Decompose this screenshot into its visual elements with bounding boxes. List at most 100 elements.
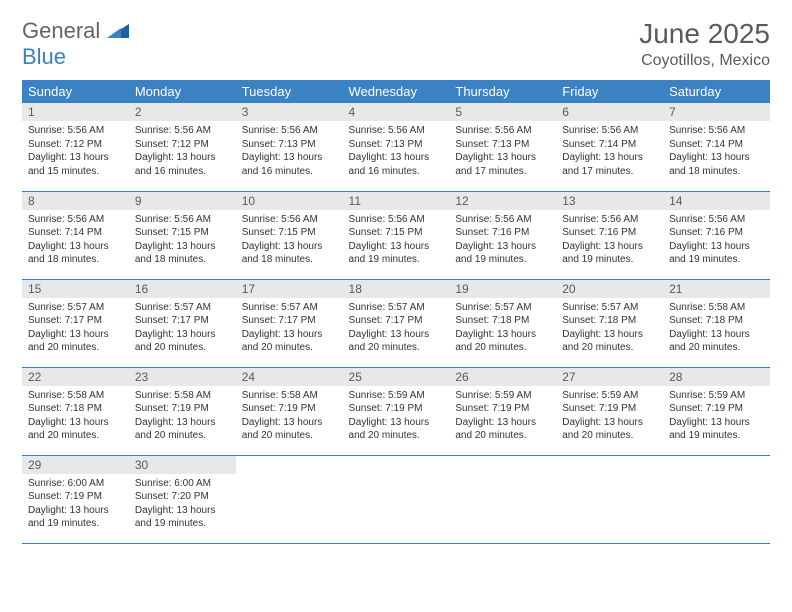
daylight-line2: and 20 minutes. (562, 429, 657, 443)
sunrise-text: Sunrise: 5:57 AM (242, 301, 337, 315)
calendar-week-row: 1Sunrise: 5:56 AMSunset: 7:12 PMDaylight… (22, 103, 770, 191)
sunset-text: Sunset: 7:17 PM (349, 314, 444, 328)
day-number: 27 (556, 368, 663, 386)
day-number: 15 (22, 280, 129, 298)
day-number: 11 (343, 192, 450, 210)
sunset-text: Sunset: 7:14 PM (669, 138, 764, 152)
daylight-line1: Daylight: 13 hours (242, 328, 337, 342)
daylight-line2: and 20 minutes. (135, 341, 230, 355)
calendar-day-cell: 20Sunrise: 5:57 AMSunset: 7:18 PMDayligh… (556, 279, 663, 367)
sunset-text: Sunset: 7:20 PM (135, 490, 230, 504)
day-body: Sunrise: 5:56 AMSunset: 7:15 PMDaylight:… (343, 210, 450, 271)
day-body: Sunrise: 5:59 AMSunset: 7:19 PMDaylight:… (663, 386, 770, 447)
day-body: Sunrise: 5:57 AMSunset: 7:18 PMDaylight:… (556, 298, 663, 359)
weekday-header: Wednesday (343, 80, 450, 103)
logo-text-block: General Blue (22, 18, 129, 70)
sunrise-text: Sunrise: 5:56 AM (349, 213, 444, 227)
calendar-week-row: 29Sunrise: 6:00 AMSunset: 7:19 PMDayligh… (22, 455, 770, 543)
day-number: 22 (22, 368, 129, 386)
day-number: 7 (663, 103, 770, 121)
daylight-line2: and 20 minutes. (242, 341, 337, 355)
calendar-body: 1Sunrise: 5:56 AMSunset: 7:12 PMDaylight… (22, 103, 770, 543)
day-body: Sunrise: 5:56 AMSunset: 7:14 PMDaylight:… (22, 210, 129, 271)
daylight-line1: Daylight: 13 hours (455, 151, 550, 165)
day-number: 1 (22, 103, 129, 121)
sunrise-text: Sunrise: 5:56 AM (562, 124, 657, 138)
sunrise-text: Sunrise: 5:56 AM (455, 213, 550, 227)
sunset-text: Sunset: 7:17 PM (135, 314, 230, 328)
day-number: 19 (449, 280, 556, 298)
sunrise-text: Sunrise: 5:56 AM (562, 213, 657, 227)
sunrise-text: Sunrise: 5:57 AM (28, 301, 123, 315)
sunset-text: Sunset: 7:19 PM (349, 402, 444, 416)
calendar-day-cell (663, 455, 770, 543)
weekday-header: Friday (556, 80, 663, 103)
daylight-line1: Daylight: 13 hours (669, 416, 764, 430)
day-number: 13 (556, 192, 663, 210)
day-body: Sunrise: 5:56 AMSunset: 7:15 PMDaylight:… (236, 210, 343, 271)
day-body: Sunrise: 5:59 AMSunset: 7:19 PMDaylight:… (343, 386, 450, 447)
calendar-day-cell (343, 455, 450, 543)
sunset-text: Sunset: 7:17 PM (242, 314, 337, 328)
sunset-text: Sunset: 7:19 PM (28, 490, 123, 504)
daylight-line1: Daylight: 13 hours (135, 328, 230, 342)
sunset-text: Sunset: 7:15 PM (135, 226, 230, 240)
sunrise-text: Sunrise: 5:56 AM (669, 213, 764, 227)
sunrise-text: Sunrise: 5:56 AM (242, 124, 337, 138)
sunrise-text: Sunrise: 5:58 AM (28, 389, 123, 403)
sunset-text: Sunset: 7:13 PM (242, 138, 337, 152)
calendar-day-cell: 15Sunrise: 5:57 AMSunset: 7:17 PMDayligh… (22, 279, 129, 367)
sunset-text: Sunset: 7:18 PM (28, 402, 123, 416)
daylight-line2: and 15 minutes. (28, 165, 123, 179)
sunset-text: Sunset: 7:16 PM (455, 226, 550, 240)
day-number: 26 (449, 368, 556, 386)
calendar-day-cell: 13Sunrise: 5:56 AMSunset: 7:16 PMDayligh… (556, 191, 663, 279)
calendar-day-cell: 3Sunrise: 5:56 AMSunset: 7:13 PMDaylight… (236, 103, 343, 191)
weekday-header: Tuesday (236, 80, 343, 103)
day-body: Sunrise: 5:59 AMSunset: 7:19 PMDaylight:… (449, 386, 556, 447)
daylight-line1: Daylight: 13 hours (562, 328, 657, 342)
day-number: 28 (663, 368, 770, 386)
sunset-text: Sunset: 7:16 PM (669, 226, 764, 240)
calendar-week-row: 8Sunrise: 5:56 AMSunset: 7:14 PMDaylight… (22, 191, 770, 279)
daylight-line1: Daylight: 13 hours (135, 240, 230, 254)
calendar-day-cell: 7Sunrise: 5:56 AMSunset: 7:14 PMDaylight… (663, 103, 770, 191)
calendar-day-cell: 22Sunrise: 5:58 AMSunset: 7:18 PMDayligh… (22, 367, 129, 455)
day-number: 24 (236, 368, 343, 386)
sunset-text: Sunset: 7:14 PM (562, 138, 657, 152)
sunset-text: Sunset: 7:19 PM (455, 402, 550, 416)
sunrise-text: Sunrise: 5:58 AM (242, 389, 337, 403)
daylight-line2: and 20 minutes. (349, 341, 444, 355)
calendar-day-cell: 14Sunrise: 5:56 AMSunset: 7:16 PMDayligh… (663, 191, 770, 279)
day-body: Sunrise: 5:58 AMSunset: 7:19 PMDaylight:… (129, 386, 236, 447)
daylight-line2: and 18 minutes. (28, 253, 123, 267)
calendar-day-cell: 18Sunrise: 5:57 AMSunset: 7:17 PMDayligh… (343, 279, 450, 367)
daylight-line2: and 16 minutes. (135, 165, 230, 179)
day-number: 5 (449, 103, 556, 121)
day-number: 29 (22, 456, 129, 474)
day-body: Sunrise: 5:58 AMSunset: 7:19 PMDaylight:… (236, 386, 343, 447)
sunrise-text: Sunrise: 5:56 AM (349, 124, 444, 138)
calendar-day-cell: 23Sunrise: 5:58 AMSunset: 7:19 PMDayligh… (129, 367, 236, 455)
sunrise-text: Sunrise: 5:56 AM (135, 124, 230, 138)
day-body: Sunrise: 5:56 AMSunset: 7:13 PMDaylight:… (236, 121, 343, 182)
sunset-text: Sunset: 7:14 PM (28, 226, 123, 240)
title-block: June 2025 Coyotillos, Mexico (639, 18, 770, 70)
daylight-line2: and 18 minutes. (242, 253, 337, 267)
daylight-line1: Daylight: 13 hours (562, 240, 657, 254)
day-number: 4 (343, 103, 450, 121)
day-number: 9 (129, 192, 236, 210)
calendar-day-cell: 17Sunrise: 5:57 AMSunset: 7:17 PMDayligh… (236, 279, 343, 367)
daylight-line2: and 19 minutes. (669, 429, 764, 443)
sunrise-text: Sunrise: 5:57 AM (135, 301, 230, 315)
sunset-text: Sunset: 7:15 PM (349, 226, 444, 240)
day-body: Sunrise: 5:57 AMSunset: 7:17 PMDaylight:… (129, 298, 236, 359)
daylight-line1: Daylight: 13 hours (135, 416, 230, 430)
day-number: 30 (129, 456, 236, 474)
sunrise-text: Sunrise: 5:59 AM (349, 389, 444, 403)
calendar-day-cell: 11Sunrise: 5:56 AMSunset: 7:15 PMDayligh… (343, 191, 450, 279)
sunset-text: Sunset: 7:18 PM (455, 314, 550, 328)
daylight-line2: and 20 minutes. (455, 341, 550, 355)
calendar-day-cell: 9Sunrise: 5:56 AMSunset: 7:15 PMDaylight… (129, 191, 236, 279)
sunset-text: Sunset: 7:17 PM (28, 314, 123, 328)
